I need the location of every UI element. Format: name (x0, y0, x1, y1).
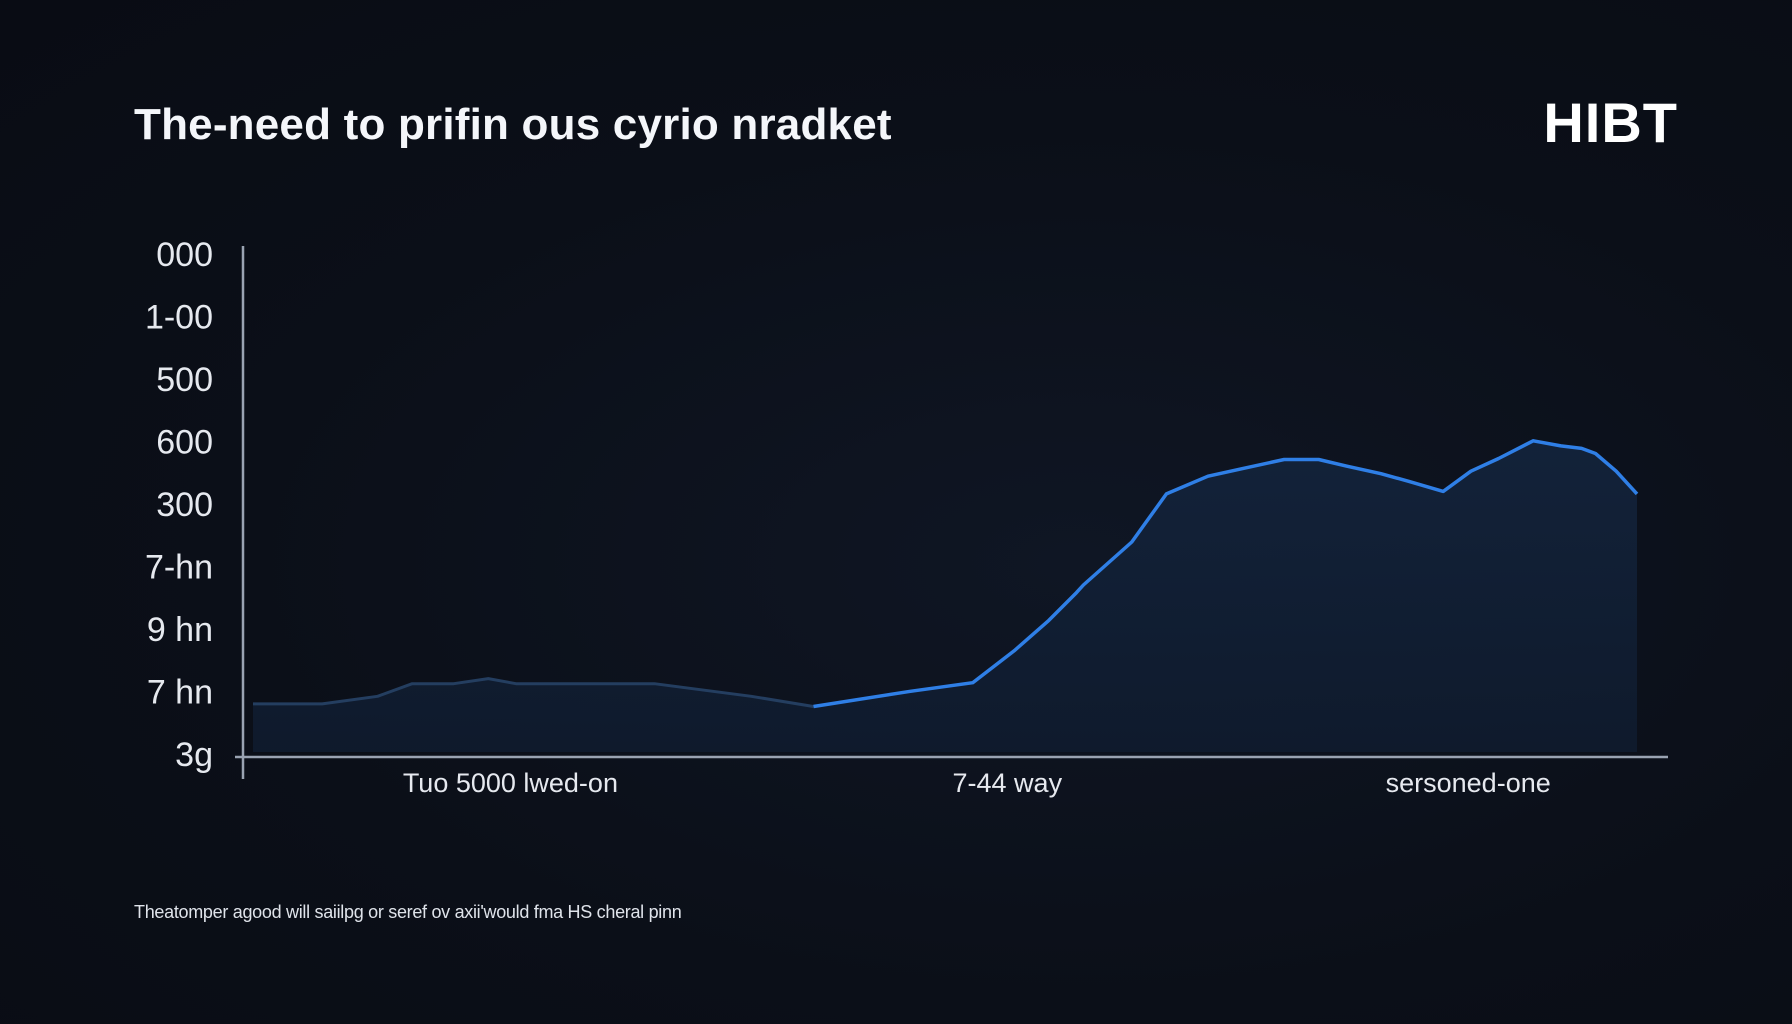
series-line (813, 439, 1639, 709)
y-tick-label: 000 (156, 236, 213, 274)
x-tick-label: Tuo 5000 lwed-on (403, 768, 618, 798)
y-tick-label: 300 (156, 486, 213, 524)
y-tick-label: 9 hn (147, 611, 213, 649)
plot-area (235, 246, 1668, 779)
y-tick-label: 1-00 (145, 299, 213, 337)
y-tick-label: 3g (175, 736, 213, 774)
y-tick-label: 7-hn (145, 549, 213, 587)
y-tick-label: 7 hn (147, 674, 213, 712)
x-axis-labels: Tuo 5000 lwed-on 7-44 way sersoned-one (403, 768, 1551, 798)
x-tick-label: 7-44 way (953, 768, 1063, 798)
footnote: Theatomper agood will saiilpg or seref o… (134, 902, 682, 922)
y-tick-label: 500 (156, 361, 213, 399)
chart-title: The-need to prifin ous cyrio nradket (134, 100, 892, 149)
y-tick-label: 600 (156, 424, 213, 462)
x-tick-label: sersoned-one (1386, 768, 1551, 798)
series-line-dim (253, 677, 814, 708)
area-fill (253, 440, 1637, 752)
y-axis-labels: 000 1-00 500 600 300 7-hn 9 hn 7 hn 3g (145, 236, 213, 774)
brand-logo: HIBT (1543, 91, 1678, 154)
